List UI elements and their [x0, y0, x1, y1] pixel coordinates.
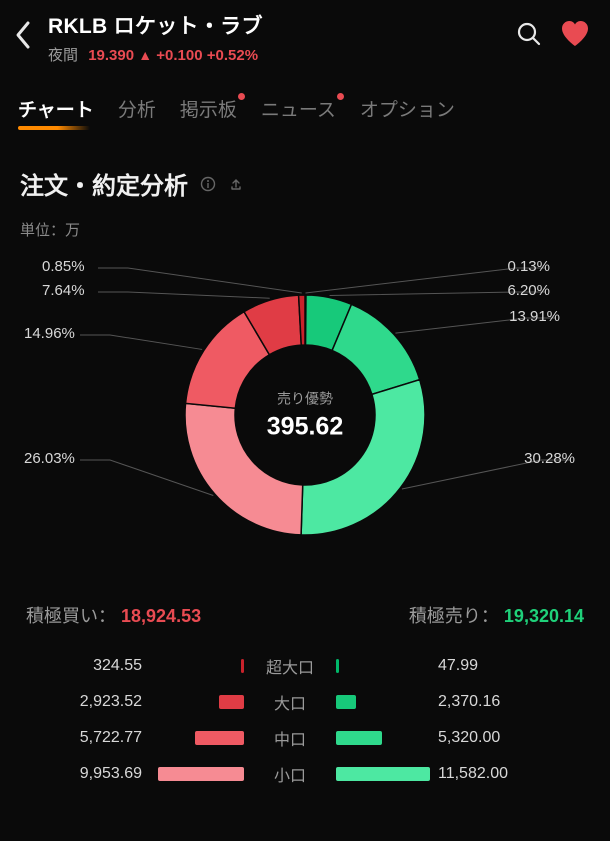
bd-sell-val: 2,370.16: [438, 693, 558, 711]
price-arrow-up-icon: ▲: [138, 47, 152, 63]
bd-sell-bar: [328, 731, 438, 745]
donut-pct-label: 13.91%: [509, 308, 560, 325]
active-buy-label: 積極買い：: [26, 606, 116, 626]
bd-buy-val: 5,722.77: [22, 729, 142, 747]
bd-buy-bar: [142, 731, 252, 745]
session-label: 夜間: [48, 47, 78, 64]
section-title-row: 注文・約定分析: [0, 122, 610, 201]
price-change-abs: +0.100: [156, 47, 202, 64]
bd-sell-val: 11,582.00: [438, 765, 558, 783]
bd-buy-val: 2,923.52: [22, 693, 142, 711]
bd-category: 超大口: [252, 654, 328, 678]
bd-buy-bar: [142, 695, 252, 709]
bd-category: 小口: [252, 762, 328, 786]
active-buy-value: 18,924.53: [121, 606, 201, 626]
donut-center-label: 売り優勢: [267, 389, 343, 409]
share-icon[interactable]: [228, 176, 244, 192]
donut-chart: 売り優勢 395.62 0.13% 6.20% 13.91% 30.28% 26.03%…: [0, 250, 610, 580]
tab-0[interactable]: チャート: [18, 95, 94, 122]
price-line: 夜間 19.390 ▲ +0.100 +0.52%: [48, 44, 516, 65]
search-icon[interactable]: [516, 21, 542, 52]
donut-pct-label: 7.64%: [42, 282, 85, 299]
title-block: RKLB ロケット・ラブ 夜間 19.390 ▲ +0.100 +0.52%: [48, 10, 516, 65]
bd-buy-bar: [142, 659, 252, 673]
donut-pct-label: 0.85%: [42, 258, 85, 275]
info-icon[interactable]: [200, 176, 216, 192]
bd-sell-val: 47.99: [438, 657, 558, 675]
breakdown-row: 5,722.77 中口 5,320.00: [22, 720, 588, 756]
breakdown-table: 324.55 超大口 47.99 2,923.52 大口 2,370.16 5,722.77…: [0, 648, 610, 792]
donut-center-value: 395.62: [267, 413, 343, 442]
breakdown-row: 2,923.52 大口 2,370.16: [22, 684, 588, 720]
breakdown-row: 9,953.69 小口 11,582.00: [22, 756, 588, 792]
bd-sell-bar: [328, 659, 438, 673]
section-title: 注文・約定分析: [20, 166, 188, 201]
back-button[interactable]: [14, 10, 32, 55]
price-value: 19.390: [88, 47, 134, 64]
donut-pct-label: 26.03%: [24, 450, 75, 467]
tab-4[interactable]: オプション: [360, 95, 455, 122]
donut-pct-label: 0.13%: [507, 258, 550, 275]
active-sell-value: 19,320.14: [504, 606, 584, 626]
donut-pct-label: 14.96%: [24, 325, 75, 342]
bd-buy-bar: [142, 767, 252, 781]
tab-bar: チャート分析掲示板ニュースオプション: [0, 71, 610, 122]
tab-1[interactable]: 分析: [118, 95, 156, 122]
bd-sell-bar: [328, 695, 438, 709]
tab-3[interactable]: ニュース: [261, 95, 336, 122]
favorite-heart-icon[interactable]: [560, 20, 590, 53]
donut-pct-label: 30.28%: [524, 450, 575, 467]
bd-buy-val: 324.55: [22, 657, 142, 675]
bd-category: 大口: [252, 690, 328, 714]
tab-2[interactable]: 掲示板: [180, 95, 237, 122]
bd-buy-val: 9,953.69: [22, 765, 142, 783]
summary-row: 積極買い： 18,924.53 積極売り： 19,320.14: [0, 580, 610, 628]
unit-label: 単位：万: [0, 201, 610, 240]
bd-category: 中口: [252, 726, 328, 750]
bd-sell-bar: [328, 767, 438, 781]
price-change-pct: +0.52%: [207, 47, 258, 64]
ticker-name: RKLB ロケット・ラブ: [48, 10, 516, 40]
active-sell-label: 積極売り：: [409, 606, 499, 626]
breakdown-row: 324.55 超大口 47.99: [22, 648, 588, 684]
donut-pct-label: 6.20%: [507, 282, 550, 299]
bd-sell-val: 5,320.00: [438, 729, 558, 747]
